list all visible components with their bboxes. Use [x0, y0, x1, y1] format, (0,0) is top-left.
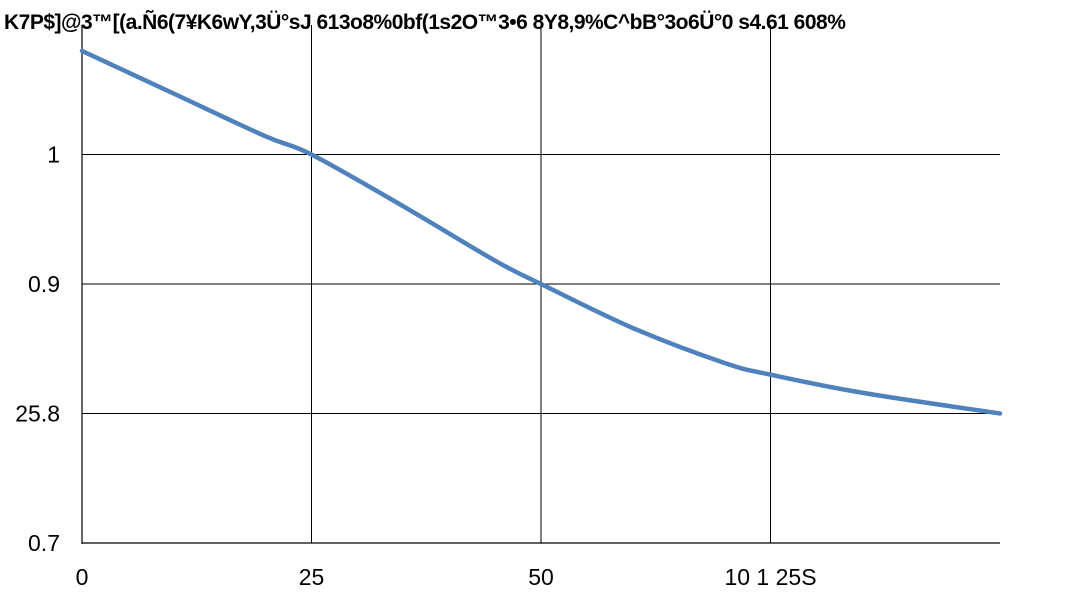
data-point — [493, 259, 497, 263]
y-tick-label: 1 — [47, 142, 60, 168]
data-point — [172, 92, 176, 96]
axis-layer — [81, 25, 1000, 544]
data-point — [310, 153, 314, 157]
data-point — [401, 204, 405, 208]
x-tick-label: 0 — [76, 564, 89, 590]
data-point — [80, 49, 84, 53]
y-tick-label: 25.8 — [15, 401, 60, 427]
data-point — [769, 373, 773, 377]
series-line — [79, 48, 1003, 416]
data-point — [539, 282, 543, 286]
x-tick-label: 10 1 25S — [724, 564, 816, 590]
data-point — [998, 412, 1002, 416]
data-point — [264, 134, 268, 138]
chart-header-text: K7P$]@3™[(a.Ñ6(7¥K6wY,3Ü°sJ 613o8%0bf(1s… — [4, 11, 846, 34]
data-point — [860, 391, 864, 395]
data-point — [631, 326, 635, 330]
x-tick-label: 25 — [299, 564, 325, 590]
tick-label-layer: 0.7 25.8 0.9 1 0 25 50 10 1 25S — [15, 142, 816, 591]
data-point — [723, 361, 727, 365]
y-tick-label: 0.9 — [28, 271, 60, 297]
series-layer — [79, 48, 1003, 416]
x-tick-label: 50 — [528, 564, 554, 590]
y-tick-label: 0.7 — [28, 530, 60, 556]
